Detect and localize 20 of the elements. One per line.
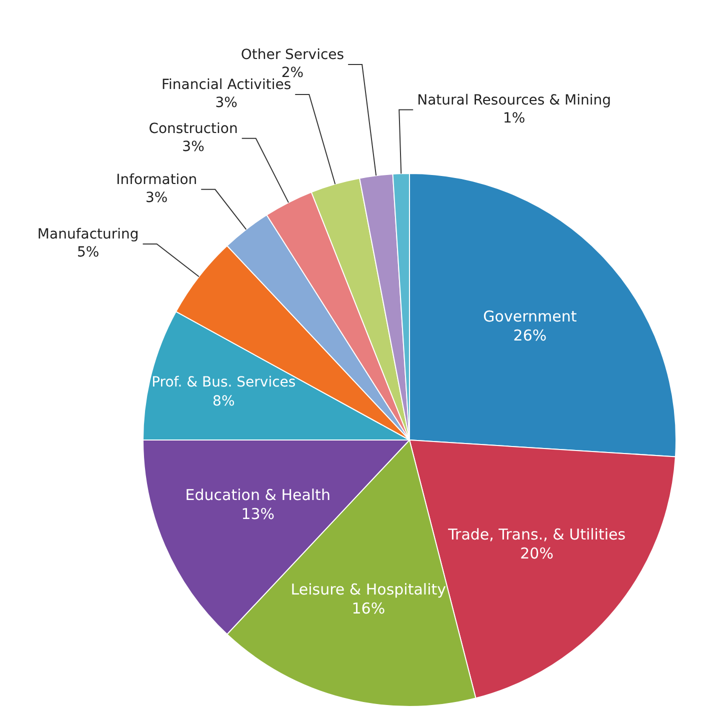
slice-label: Education & Health [185,486,330,504]
data-label: 1% [502,110,526,126]
data-label: 5% [77,244,100,261]
data-label: 16% [352,599,386,618]
slice-label: Construction [148,121,238,138]
slice-label: Leisure & Hospitality [290,580,446,598]
slice-label: Natural Resources & Mining [417,92,612,108]
data-label: 3% [145,190,168,206]
data-label: 20% [520,544,554,563]
data-label: 3% [182,139,204,156]
slice-label: Manufacturing [37,226,139,243]
slice-label: Government [483,307,577,326]
slice-label: Information [116,172,198,188]
slice-label: Other Services [240,47,344,64]
data-label: 3% [215,95,238,112]
slice-label: Trade, Trans., & Utilities [447,526,626,544]
data-label: 26% [513,326,547,344]
slice-label: Prof. & Bus. Services [152,374,296,390]
data-label: 8% [212,393,235,410]
data-label: 13% [241,505,275,524]
